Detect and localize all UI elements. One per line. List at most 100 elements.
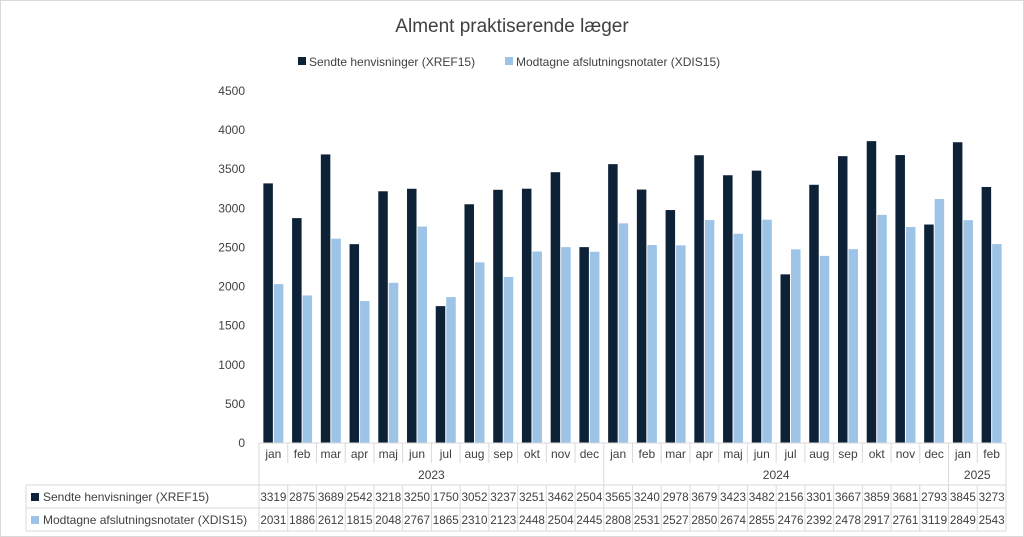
x-tick-label: nov — [551, 447, 570, 461]
bar-xref15 — [464, 204, 474, 443]
x-tick-label: okt — [524, 447, 541, 461]
table-cell: 2917 — [864, 513, 890, 527]
year-label: 2025 — [964, 468, 991, 482]
x-tick-label: nov — [896, 447, 915, 461]
table-cell: 3237 — [490, 490, 516, 504]
bar-xdis15 — [417, 226, 428, 443]
bar-xref15 — [780, 274, 791, 443]
table-cell: 1865 — [433, 513, 459, 527]
table-cell: 3218 — [375, 490, 401, 504]
y-tick-label: 2500 — [218, 240, 245, 254]
y-tick-label: 1500 — [218, 319, 245, 333]
bar-xdis15 — [704, 220, 715, 443]
bar-xdis15 — [676, 245, 686, 443]
bar-xdis15 — [877, 214, 887, 443]
table-cell: 1815 — [347, 513, 373, 527]
x-tick-label: okt — [869, 447, 886, 461]
year-label: 2024 — [763, 468, 790, 482]
y-axis: 0 500 1000 1500 2000 2500 3000 3500 4000 4500 — [218, 84, 245, 450]
bar-xdis15 — [561, 247, 571, 443]
bar-xdis15 — [819, 255, 830, 443]
bar-xref15 — [292, 218, 302, 443]
x-tick-label: apr — [351, 447, 368, 461]
x-tick-label: aug — [809, 447, 829, 461]
bar-xdis15 — [388, 282, 399, 443]
table-legend-key — [31, 493, 39, 501]
table-legend-key — [31, 516, 39, 524]
y-tick-label: 0 — [238, 436, 245, 450]
legend-swatch-xdis15 — [505, 57, 513, 65]
x-tick-label: mar — [665, 447, 686, 461]
table-cell: 2978 — [663, 490, 689, 504]
table-cell: 2048 — [375, 513, 401, 527]
legend: Sendte henvisninger (XREF15) Modtagne af… — [298, 55, 720, 69]
table-cell: 2476 — [778, 513, 804, 527]
table-cell: 3119 — [921, 513, 947, 527]
bar-xref15 — [263, 183, 273, 444]
bar-xref15 — [694, 155, 704, 443]
bar-xref15 — [723, 175, 733, 443]
legend-label-xref15: Sendte henvisninger (XREF15) — [309, 55, 475, 69]
bar-xdis15 — [474, 262, 485, 443]
table-cell: 3319 — [260, 490, 286, 504]
bar-xref15 — [665, 210, 676, 443]
bar-xdis15 — [589, 251, 600, 443]
table-cell: 3689 — [318, 490, 344, 504]
y-tick-label: 1000 — [218, 358, 245, 372]
table-cell: 2123 — [490, 513, 516, 527]
bar-xref15 — [981, 186, 992, 443]
table-cell: 2392 — [806, 513, 832, 527]
bar-xdis15 — [331, 238, 341, 443]
bar-xdis15 — [905, 227, 916, 443]
x-tick-label: sep — [838, 447, 858, 461]
table-row-label: Modtagne afslutningsnotater (XDIS15) — [43, 513, 247, 527]
bar-xdis15 — [273, 284, 284, 443]
x-tick-label: aug — [464, 447, 484, 461]
bar-xref15 — [320, 154, 331, 443]
table-cell: 3667 — [835, 490, 861, 504]
bar-xref15 — [378, 191, 388, 443]
bar-xdis15 — [934, 199, 945, 443]
x-tick-label: jan — [264, 447, 281, 461]
table-cell: 3301 — [806, 490, 832, 504]
table-cell: 2875 — [289, 490, 315, 504]
bars — [263, 141, 1002, 444]
table-cell: 3859 — [864, 490, 890, 504]
legend-swatch-xref15 — [298, 57, 306, 65]
table-cell: 3565 — [605, 490, 631, 504]
bar-xref15 — [493, 189, 503, 443]
x-tick-label: mar — [320, 447, 341, 461]
table-cell: 2478 — [835, 513, 861, 527]
bar-xdis15 — [791, 249, 801, 443]
table-cell: 2504 — [548, 513, 574, 527]
x-tick-label: dec — [580, 447, 599, 461]
table-cell: 3273 — [979, 490, 1005, 504]
table-cell: 3681 — [892, 490, 918, 504]
bar-xref15 — [550, 172, 561, 443]
bar-xref15 — [608, 164, 618, 444]
bar-xref15 — [349, 244, 360, 443]
x-tick-label: jun — [408, 447, 425, 461]
table-cell: 2445 — [576, 513, 602, 527]
x-tick-label: feb — [983, 447, 1000, 461]
table-cell: 2761 — [892, 513, 918, 527]
x-tick-label: apr — [696, 447, 713, 461]
bar-xdis15 — [503, 276, 514, 443]
table-cell: 2531 — [634, 513, 660, 527]
table-cell: 3845 — [950, 490, 976, 504]
bar-xref15 — [837, 156, 848, 443]
bar-xdis15 — [302, 295, 313, 443]
bar-xdis15 — [762, 219, 772, 443]
bar-xref15 — [924, 224, 934, 443]
x-tick-label: maj — [723, 447, 742, 461]
y-tick-label: 3500 — [218, 162, 245, 176]
table-cell: 2542 — [347, 490, 373, 504]
bar-xdis15 — [647, 245, 657, 443]
bar-xref15 — [866, 141, 877, 443]
table-cell: 3482 — [749, 490, 775, 504]
table-cell: 3251 — [519, 490, 545, 504]
bar-xdis15 — [360, 301, 370, 443]
bar-xdis15 — [532, 251, 542, 443]
